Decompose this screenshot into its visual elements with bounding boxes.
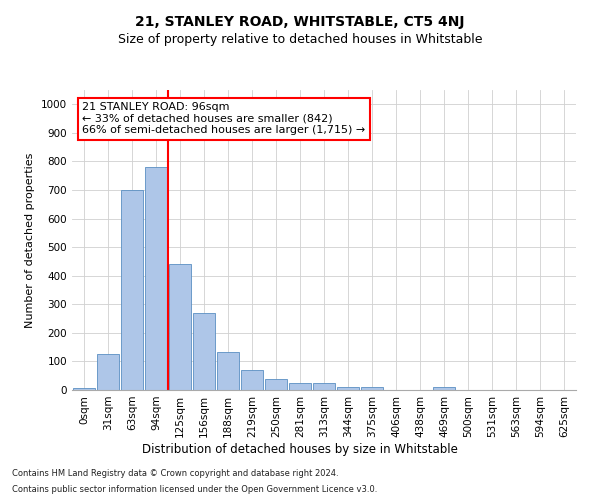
Bar [337, 386, 359, 390]
Text: Size of property relative to detached houses in Whitstable: Size of property relative to detached ho… [118, 32, 482, 46]
Bar [313, 383, 335, 390]
Bar [73, 388, 95, 390]
Text: 21 STANLEY ROAD: 96sqm
← 33% of detached houses are smaller (842)
66% of semi-de: 21 STANLEY ROAD: 96sqm ← 33% of detached… [82, 102, 365, 135]
Bar [169, 264, 191, 390]
Bar [265, 378, 287, 390]
Y-axis label: Number of detached properties: Number of detached properties [25, 152, 35, 328]
Text: Contains public sector information licensed under the Open Government Licence v3: Contains public sector information licen… [12, 485, 377, 494]
Bar [121, 190, 143, 390]
Bar [217, 352, 239, 390]
Bar [289, 383, 311, 390]
Bar [361, 386, 383, 390]
Bar [193, 313, 215, 390]
Text: Distribution of detached houses by size in Whitstable: Distribution of detached houses by size … [142, 442, 458, 456]
Bar [241, 370, 263, 390]
Bar [97, 354, 119, 390]
Bar [433, 387, 455, 390]
Bar [145, 167, 167, 390]
Text: 21, STANLEY ROAD, WHITSTABLE, CT5 4NJ: 21, STANLEY ROAD, WHITSTABLE, CT5 4NJ [135, 15, 465, 29]
Text: Contains HM Land Registry data © Crown copyright and database right 2024.: Contains HM Land Registry data © Crown c… [12, 468, 338, 477]
